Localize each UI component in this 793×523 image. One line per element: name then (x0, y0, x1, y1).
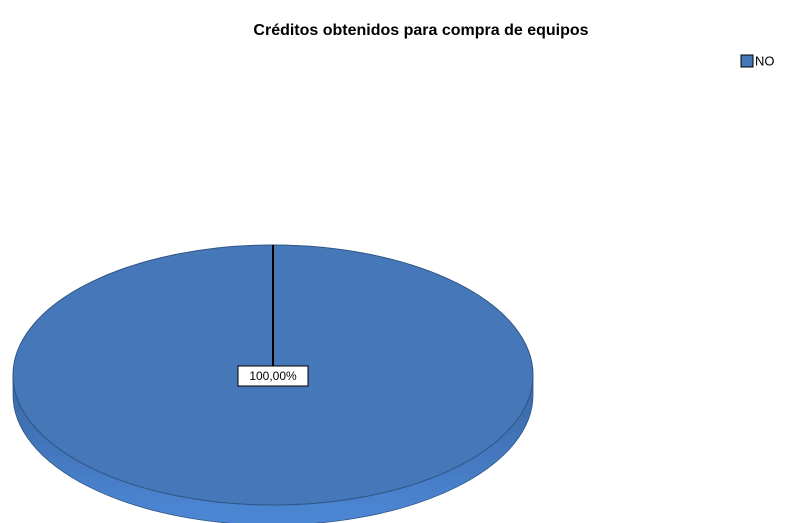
value-label-box (237, 365, 309, 387)
legend-swatch (740, 54, 754, 68)
value-label-text: 100,00% (249, 369, 297, 383)
value-label: 100,00% (237, 365, 309, 387)
legend-label: NO (755, 53, 775, 68)
chart-title: Créditos obtenidos para compra de equipo… (253, 22, 588, 39)
